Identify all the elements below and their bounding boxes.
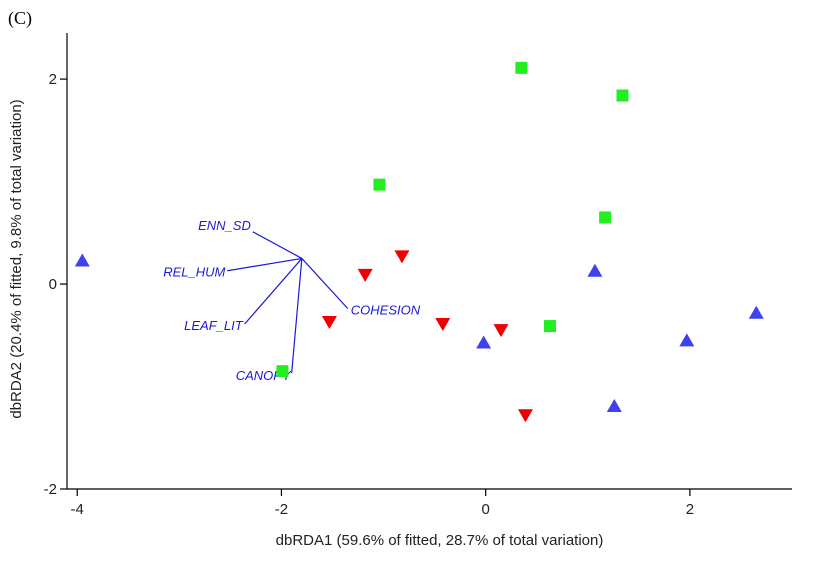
vector-line	[301, 258, 349, 310]
x-tick-label: -4	[71, 501, 84, 518]
x-tick-label: 2	[686, 501, 694, 518]
vector-line	[244, 258, 303, 325]
group-up-triangle-point	[748, 305, 764, 319]
group-down-triangle-point	[435, 318, 451, 332]
group-square-point	[373, 178, 386, 191]
group-square-point	[276, 365, 289, 378]
group-down-triangle-point	[394, 250, 410, 264]
x-axis-title: dbRDA1 (59.6% of fitted, 28.7% of total …	[276, 532, 604, 549]
vector-label: ENN_SD	[198, 218, 251, 233]
group-square-point	[515, 61, 528, 74]
group-up-triangle-point	[606, 398, 622, 412]
data-points	[74, 61, 764, 423]
group-up-triangle-point	[679, 333, 695, 347]
vector-line	[291, 258, 303, 374]
group-down-triangle-point	[493, 324, 509, 338]
group-square-point	[616, 89, 629, 102]
panel-label: (C)	[8, 8, 32, 29]
vector-label: COHESION	[351, 303, 421, 318]
y-tick-label: 0	[49, 276, 57, 293]
y-tick-label: -2	[44, 481, 57, 498]
vector-line	[252, 231, 303, 259]
y-tick-label: 2	[49, 71, 57, 88]
group-down-triangle-point	[357, 268, 373, 282]
group-down-triangle-point	[321, 315, 337, 329]
group-square-point	[599, 211, 612, 224]
x-tick-label: -2	[275, 501, 288, 518]
group-square-point	[543, 320, 556, 333]
group-up-triangle-point	[74, 253, 90, 267]
vector-line	[227, 257, 302, 272]
vector-label: LEAF_LIT	[184, 318, 244, 333]
group-up-triangle-point	[476, 335, 492, 349]
group-up-triangle-point	[587, 263, 603, 277]
y-axis-title: dbRDA2 (20.4% of fitted, 9.8% of total v…	[8, 99, 25, 418]
axes: -4 -2 0 2 -2 0 2	[44, 33, 792, 518]
vector-label: REL_HUM	[163, 265, 225, 280]
group-down-triangle-point	[517, 409, 533, 423]
x-tick-label: 0	[481, 501, 489, 518]
